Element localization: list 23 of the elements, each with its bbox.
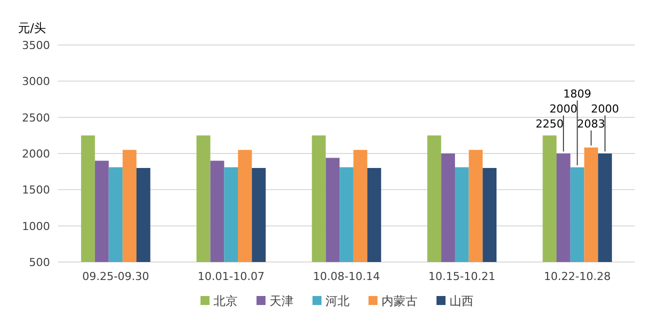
legend-label: 北京 [214, 294, 238, 308]
legend-label: 山西 [450, 294, 474, 308]
y-tick-label: 2000 [22, 148, 50, 160]
x-tick-label: 10.01-10.07 [198, 270, 265, 283]
data-label: 1809 [563, 87, 592, 100]
data-label: 2083 [577, 117, 606, 130]
data-label: 2000 [590, 102, 619, 116]
data-label: 2250 [536, 117, 564, 130]
x-tick-label: 10.08-10.14 [313, 270, 380, 283]
y-tick-label: 3000 [22, 75, 50, 88]
x-tick-label: 09.25-09.30 [82, 270, 150, 283]
legend-label: 内蒙古 [382, 294, 418, 308]
y-tick-label: 1000 [22, 220, 50, 233]
y-tick-label: 3500 [22, 39, 50, 52]
y-axis-title: 元/头 [18, 21, 46, 35]
legend-label: 天津 [270, 294, 294, 308]
data-label: 2000 [549, 102, 578, 116]
y-tick-label: 500 [29, 256, 50, 269]
y-tick-label: 1500 [22, 184, 50, 197]
y-tick-label: 2500 [22, 111, 50, 124]
x-tick-label: 10.15-10.21 [428, 270, 496, 283]
x-tick-label: 10.22-10.28 [544, 270, 611, 283]
legend-label: 河北 [326, 294, 350, 308]
